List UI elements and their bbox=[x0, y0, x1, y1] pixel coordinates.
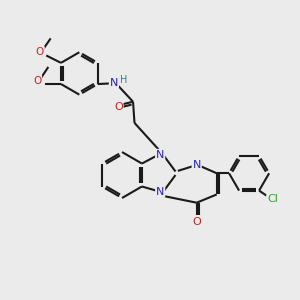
Text: N: N bbox=[156, 150, 164, 160]
Text: O: O bbox=[192, 217, 201, 226]
Text: H: H bbox=[120, 75, 127, 85]
Text: O: O bbox=[33, 76, 41, 85]
Text: N: N bbox=[110, 78, 118, 88]
Text: O: O bbox=[36, 47, 44, 57]
Text: Cl: Cl bbox=[267, 194, 278, 204]
Text: N: N bbox=[156, 187, 164, 197]
Text: N: N bbox=[193, 160, 201, 170]
Text: O: O bbox=[114, 102, 123, 112]
